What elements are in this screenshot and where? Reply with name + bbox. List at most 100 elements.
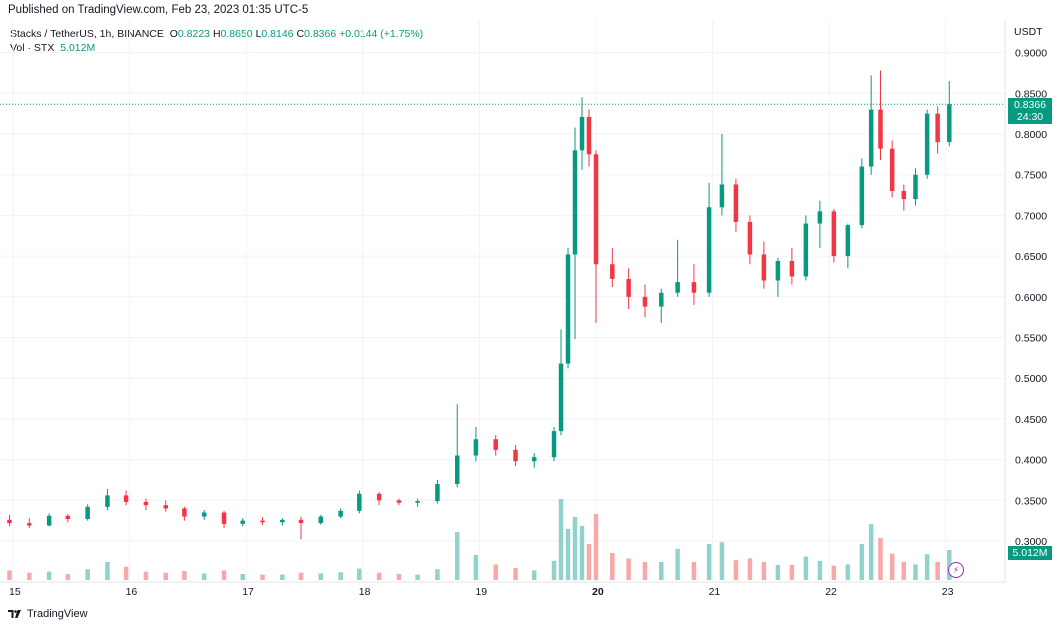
volume-bar xyxy=(240,574,245,580)
open-value: 0.8223 xyxy=(177,28,211,40)
volume-bar xyxy=(626,558,631,580)
price-tick-label: 0.8500 xyxy=(1015,88,1047,100)
candle-body xyxy=(579,116,585,151)
time-tick-label: 15 xyxy=(9,586,21,598)
candle-body xyxy=(7,519,12,524)
price-tick-label: 0.5000 xyxy=(1015,373,1047,385)
candle-body xyxy=(642,296,648,307)
candle-body xyxy=(65,515,71,520)
candle-body xyxy=(878,109,883,149)
last-price-tag: 0.8366 24:30 xyxy=(1008,98,1052,125)
volume-legend: Vol · STX 5.012M xyxy=(10,42,95,54)
volume-bar xyxy=(803,556,809,580)
candle-body xyxy=(803,223,809,277)
time-tick-label: 19 xyxy=(475,586,487,598)
volume-bar xyxy=(163,572,168,580)
price-tick-label: 0.9000 xyxy=(1015,48,1047,60)
chart-legend: Stacks / TetherUS, 1h, BINANCE O0.8223 H… xyxy=(10,28,423,40)
volume-bar xyxy=(123,566,129,580)
price-axis: 0.3000 0.3500 0.4000 0.4500 0.5000 0.5500 0.60… xyxy=(1015,48,1047,548)
volume-bar xyxy=(789,565,795,580)
candle-body xyxy=(831,211,837,257)
candle-body xyxy=(27,523,32,526)
volume-value: 5.012M xyxy=(60,42,96,54)
symbol-title[interactable]: Stacks / TetherUS, 1h, BINANCE xyxy=(10,28,164,40)
volume-bar xyxy=(473,554,479,580)
volume-bar xyxy=(27,572,32,580)
candle-body xyxy=(706,207,712,293)
currency-label: USDT xyxy=(1014,26,1043,38)
volume-bar xyxy=(338,572,343,580)
published-caption: Published on TradingView.com, Feb 23, 20… xyxy=(8,4,309,16)
candle-body xyxy=(610,264,615,279)
volume-bar xyxy=(878,538,883,580)
candle-body xyxy=(889,148,895,191)
low-value: 0.8146 xyxy=(261,28,294,40)
close-label: C xyxy=(296,28,305,40)
candle-body xyxy=(789,260,795,277)
candle-body xyxy=(182,508,187,517)
price-tick-label: 0.4000 xyxy=(1015,455,1047,467)
volume-bar xyxy=(901,562,907,580)
candle-body xyxy=(260,520,265,523)
high-label: H xyxy=(212,28,221,40)
volume-bar xyxy=(558,499,564,580)
volume-bar xyxy=(868,524,874,580)
price-tick-label: 0.5500 xyxy=(1015,333,1047,345)
volume-bar xyxy=(572,517,578,580)
volume-bar xyxy=(593,514,599,580)
candle-body xyxy=(143,501,149,506)
tradingview-logo-icon xyxy=(8,610,21,618)
candle-body xyxy=(376,493,382,501)
lightning-bolt-icon[interactable]: ⚡ xyxy=(948,562,964,578)
candle-body xyxy=(586,116,592,155)
candle-body xyxy=(845,225,851,257)
candle-body xyxy=(572,150,578,255)
candle-body xyxy=(733,184,739,222)
volume-bar xyxy=(493,564,498,580)
brand-name: TradingView xyxy=(27,608,88,620)
volume-bar xyxy=(415,574,420,580)
volume-bar xyxy=(775,565,781,580)
candle-body xyxy=(817,211,823,224)
candle-body xyxy=(558,363,564,432)
volume-bar xyxy=(280,574,285,580)
volume-bar xyxy=(747,558,753,580)
volume-label: Vol · STX xyxy=(10,42,55,54)
volume-bar xyxy=(376,572,382,580)
candle-body xyxy=(493,439,498,450)
candle-body xyxy=(454,455,460,485)
candle-body xyxy=(396,500,402,503)
volume-bar xyxy=(85,569,90,580)
candle-body xyxy=(593,154,599,265)
volume-bar xyxy=(831,565,837,580)
open-label: O xyxy=(169,28,178,40)
candle-body xyxy=(280,519,285,523)
candle-body xyxy=(105,495,110,507)
volume-bar xyxy=(221,570,227,580)
volume-bar xyxy=(201,573,207,580)
low-label: L xyxy=(255,28,262,40)
volume-bar xyxy=(454,532,460,580)
price-tick-label: 0.7500 xyxy=(1015,170,1047,182)
time-axis: 15 16 17 18 19 20 21 22 23 xyxy=(9,586,954,598)
candle-body xyxy=(747,221,753,255)
volume-bars xyxy=(7,499,952,580)
time-tick-label: 22 xyxy=(825,586,837,598)
candle-body xyxy=(221,512,227,524)
candle-body xyxy=(691,282,697,293)
volume-bar xyxy=(642,562,648,580)
price-tick-label: 0.7000 xyxy=(1015,210,1047,222)
candle-body xyxy=(85,506,90,520)
candles xyxy=(7,70,952,540)
volume-bar xyxy=(761,562,767,580)
candle-body xyxy=(868,109,874,167)
time-tick-label: 20 xyxy=(592,586,604,598)
volume-bar xyxy=(565,529,571,580)
price-tick-label: 0.4500 xyxy=(1015,414,1047,426)
volume-bar xyxy=(182,571,187,580)
volume-bar xyxy=(659,562,664,580)
volume-bar xyxy=(889,553,895,580)
volume-bar xyxy=(706,544,712,580)
